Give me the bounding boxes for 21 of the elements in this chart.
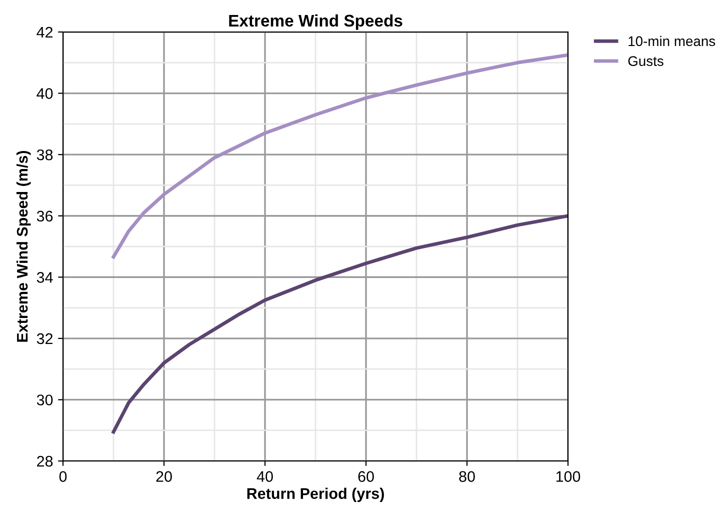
y-tick-label: 34 [36,272,53,283]
y-tick-label: 32 [36,333,53,344]
line-series [112,214,568,434]
y-tick-label: 30 [36,394,53,406]
y-tick-label: 40 [36,88,53,99]
legend-label: Gusts [628,56,664,66]
legend-label: 10-min means [628,36,716,46]
x-tick-label: 60 [358,471,374,482]
y-tick-label: 36 [36,210,53,222]
x-tick-label: 0 [59,471,67,482]
y-tick-label: 38 [36,149,53,160]
x-tick-label: 20 [156,471,172,482]
x-axis-title: Return Period (yrs) [247,488,384,502]
x-tick-label: 40 [256,471,273,482]
y-tick-label: 28 [37,456,53,467]
x-tick-label: 80 [459,471,475,482]
y-axis-title: Extreme Wind Speed (m/s) [16,150,31,342]
chart-title: Extreme Wind Speeds [229,14,402,30]
x-tick-label: 100 [556,471,580,482]
y-tick-label: 42 [36,26,53,38]
line-series [112,53,568,259]
